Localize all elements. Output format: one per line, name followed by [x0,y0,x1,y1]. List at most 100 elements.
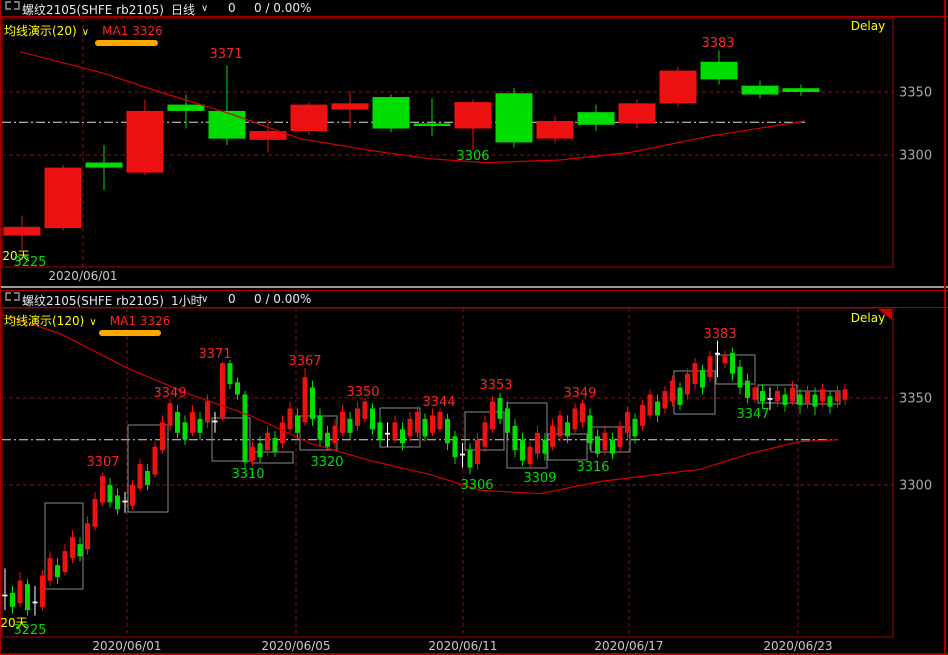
candle-body [536,120,574,139]
hourly-chart-canvas[interactable]: 3350 3300 2020/06/01 2020/06/05 2020/06/11 20… [0,307,948,655]
date-axis-label: 2020/06/05 [261,639,330,653]
daily-last-value: 0 [228,1,236,15]
ma-line [1,313,839,495]
hourly-indicator-caret-icon[interactable]: ∨ [89,317,97,328]
candle-body [835,391,840,402]
candle-body [535,432,540,454]
candle-body [227,363,233,385]
daily-period-caret-icon[interactable]: ∨ [201,3,209,14]
hourly-indicator-selector[interactable]: 均线演示(120) [4,314,85,328]
swing-high-label: 3350 [346,385,379,400]
candle-body [670,380,675,402]
candle-body [767,398,773,400]
candle-body [17,580,23,604]
candle-body [782,88,820,92]
candle-body [85,162,123,168]
daily-contract-title: 螺纹2105(SHFE rb2105) [22,3,164,17]
ma-line [19,51,806,164]
candle-body [152,446,158,475]
candle-body [618,103,656,124]
candle-body [212,420,218,423]
swing-high-label: 3371 [198,347,231,362]
hourly-contract-title: 螺纹2105(SHFE rb2105) [22,294,164,308]
hourly-period-caret-icon[interactable]: ∨ [201,294,209,305]
hourly-ma-legend: MA1 3326 [109,314,171,328]
candle-body [25,584,30,611]
candle-body [347,418,353,433]
candle-body [805,391,810,404]
candle-body [430,415,435,433]
swing-low-label: 3306 [456,149,489,164]
candle-body [454,102,492,129]
candle-body [542,439,548,454]
candle-body [310,387,315,419]
candle-body [92,498,98,527]
hourly-change-value: 0 / 0.00% [254,292,312,306]
candle-body [760,391,765,402]
hourly-ma-highlight-bar [99,330,161,336]
hourly-period-selector[interactable]: 1小时 [171,294,203,308]
candle-body [280,422,285,444]
candle-body [460,453,465,456]
candle-body [302,377,308,423]
pattern-box [211,417,251,462]
candle-body [700,370,705,388]
candle-body [827,396,833,407]
candle-body [295,415,300,433]
candle-body [167,104,205,111]
date-axis-label: 2020/06/11 [428,639,497,653]
daily-period-selector[interactable]: 日线 [171,3,196,17]
candle-body [62,551,68,572]
candle-body [715,352,720,355]
swing-high-label: 3383 [701,36,734,51]
panel-splitter[interactable] [0,286,948,288]
daily-indicator-row: 均线演示(20) ∨ MA1 3326 [4,20,163,38]
candle-body [413,123,451,127]
candle-body [647,394,653,416]
candle-body [355,408,360,426]
candle-body [677,387,683,405]
daily-plot-border [1,17,894,268]
swing-high-label: 3349 [153,386,186,401]
candle-body [272,438,278,452]
price-axis-label: 3350 [899,86,932,101]
swing-high-label: 3353 [479,378,512,393]
candle-body [331,103,369,110]
daily-panel-header: 螺纹2105(SHFE rb2105) 日线 ∨ 0 0 / 0.00% [0,0,948,17]
swing-low-label: 3306 [460,478,493,493]
candle-body [70,537,75,559]
candle-body [797,394,803,405]
candle-body [752,387,758,400]
candle-body [115,495,120,510]
tag-label: 20天 [2,249,29,263]
candle-body [572,408,578,430]
candle-body [265,432,270,451]
candle-body [730,352,735,374]
daily-ma-highlight-bar [95,40,158,46]
candle-body [557,415,563,437]
swing-low-label: 3310 [231,467,264,482]
delay-label: Delay [851,311,885,325]
candle-body [145,471,150,485]
swing-low-label: 3320 [310,455,343,470]
candle-body [610,439,615,454]
candle-body [685,373,690,395]
candle-body [160,422,165,451]
candle-body [392,422,398,440]
daily-indicator-selector[interactable]: 均线演示(20) [4,24,77,38]
candle-body [602,432,608,451]
candle-body [287,408,293,430]
candle-body [2,594,8,597]
candle-body [700,61,738,80]
candle-body [372,97,410,129]
candle-body [137,464,143,489]
candle-body [332,425,338,444]
candle-body [580,403,585,423]
candle-body [257,443,263,458]
daily-indicator-caret-icon[interactable]: ∨ [81,27,90,38]
candle-body [812,394,818,407]
candle-body [290,104,328,132]
candle-body [595,436,600,454]
candle-body [505,408,510,433]
